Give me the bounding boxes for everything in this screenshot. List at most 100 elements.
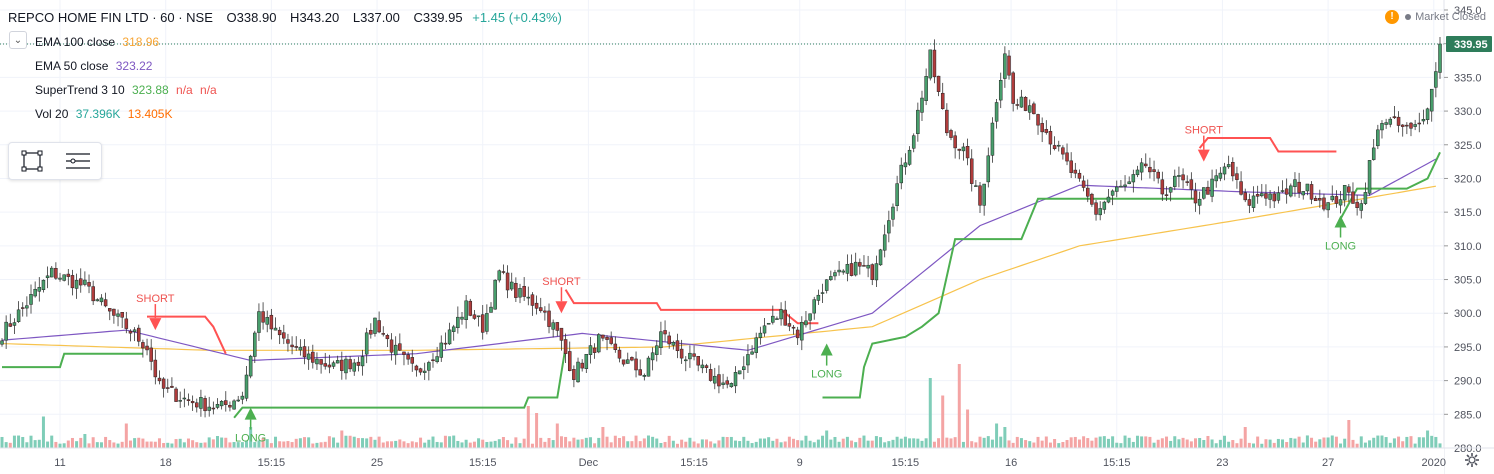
indicator-row-ema100[interactable]: EMA 100 close 318.96 — [8, 30, 562, 54]
candle — [456, 306, 460, 334]
candle — [286, 333, 290, 352]
candle-body — [1081, 180, 1086, 188]
gear-icon[interactable] — [1464, 452, 1480, 468]
candle-body — [149, 347, 153, 362]
volume-bar — [1343, 438, 1347, 448]
candle — [190, 395, 195, 411]
candle-body — [1218, 172, 1223, 179]
candle-body — [601, 334, 605, 339]
candle — [170, 377, 174, 388]
candle-body — [1276, 192, 1281, 201]
indicator-row-supertrend[interactable]: SuperTrend 3 10 323.88 n/a n/a — [8, 78, 562, 102]
candle — [1251, 186, 1256, 212]
volume-bar — [311, 443, 315, 448]
candle-body — [833, 272, 837, 277]
candle-body — [717, 374, 721, 387]
candle-body — [998, 80, 1003, 101]
candle-body — [369, 329, 373, 335]
candle-body — [1425, 108, 1430, 120]
candle-body — [116, 313, 120, 317]
volume-bar — [651, 436, 655, 448]
volume-bar — [841, 438, 845, 448]
candle — [58, 272, 62, 282]
warning-icon[interactable]: ! — [1385, 10, 1400, 24]
volume-bar — [1148, 436, 1152, 448]
volume-bar — [1057, 443, 1061, 448]
candle-body — [476, 315, 481, 318]
volume-bar — [1160, 438, 1164, 448]
volume-bar — [899, 438, 903, 448]
volume-bar — [1231, 440, 1235, 448]
indicator-row-volume[interactable]: Vol 20 37.396K 13.405K — [8, 102, 562, 126]
volume-bar — [555, 423, 559, 448]
candle-body — [862, 265, 866, 267]
candle-body — [572, 369, 576, 380]
volume-bar — [245, 440, 249, 448]
candle-body — [1077, 172, 1082, 179]
candle — [1185, 175, 1189, 186]
candle — [920, 90, 924, 122]
candle — [791, 324, 796, 335]
candle-body — [1313, 197, 1318, 202]
volume-bar — [4, 442, 8, 448]
candle-body — [1334, 196, 1339, 204]
volume-bar — [1243, 427, 1247, 448]
volume-bar — [220, 437, 224, 448]
candle-body — [323, 363, 327, 367]
candle-body — [1226, 164, 1231, 168]
indicator-row-ema50[interactable]: EMA 50 close 323.22 — [8, 54, 562, 78]
volume-bar — [974, 442, 978, 448]
volume-bar — [1347, 420, 1351, 448]
candle-body — [916, 109, 920, 134]
candle-body — [493, 279, 497, 310]
candle-body — [518, 288, 522, 298]
candle-body — [526, 296, 531, 299]
price-tick-label: 310.0 — [1454, 241, 1482, 253]
candle — [667, 331, 671, 349]
candle — [845, 254, 850, 282]
candle — [911, 133, 916, 153]
candle — [269, 308, 274, 340]
settings-lines-button[interactable] — [55, 143, 101, 179]
volume-bar — [1214, 443, 1218, 448]
candle-body — [277, 329, 282, 336]
candle-body — [352, 362, 356, 372]
candle — [195, 398, 199, 413]
candle-body — [1284, 188, 1289, 195]
candle-body — [161, 378, 166, 389]
legend-collapse-button[interactable]: ⌄ — [9, 31, 27, 49]
candle-body — [659, 331, 663, 349]
candle-body — [961, 146, 966, 152]
volume-bar — [543, 441, 547, 448]
volume-bar — [800, 440, 804, 448]
indicator-value: 323.22 — [115, 59, 153, 73]
candle — [1309, 181, 1314, 205]
rectangle-tool-button[interactable] — [9, 143, 55, 179]
volume-bar — [203, 442, 207, 448]
time-tick-label: 15:15 — [258, 457, 286, 469]
volume-bar — [903, 436, 907, 448]
volume-bar — [0, 436, 4, 448]
volume-bar — [825, 430, 829, 448]
volume-bar — [33, 440, 37, 448]
candle — [1334, 190, 1339, 208]
candle-body — [1272, 193, 1276, 202]
candle — [157, 370, 162, 385]
volume-bar — [928, 378, 932, 448]
candle-body — [829, 276, 833, 280]
candle-body — [1086, 187, 1090, 197]
candle-body — [1355, 201, 1359, 208]
volume-bar — [1077, 439, 1081, 448]
candle — [0, 338, 4, 347]
candle — [650, 347, 655, 371]
candle-body — [145, 345, 149, 351]
volume-bar — [1430, 435, 1434, 448]
candle — [567, 341, 572, 372]
candle-body — [936, 75, 941, 92]
candle — [203, 395, 207, 418]
supertrend-segment — [1339, 151, 1441, 220]
volume-bar — [1355, 443, 1359, 448]
candle-body — [1351, 191, 1355, 204]
price-tick-label: 300.0 — [1454, 308, 1482, 320]
